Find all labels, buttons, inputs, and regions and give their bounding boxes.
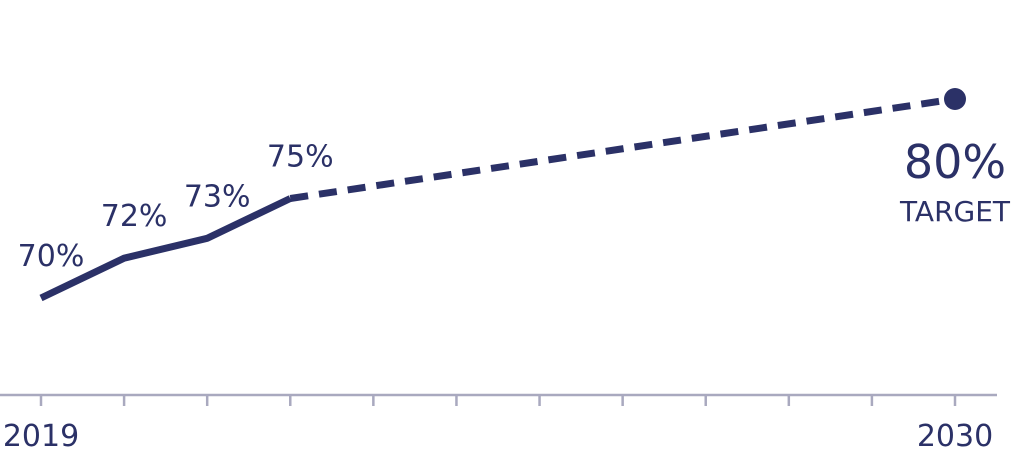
projection-line: [289, 95, 956, 202]
x-tick-label: 2030: [917, 419, 993, 454]
data-label: 73%: [184, 179, 251, 214]
x-tick-label: 2019: [3, 419, 79, 454]
data-label: 72%: [101, 199, 168, 234]
x-axis-ticks: [39, 395, 957, 406]
target-value-label: 80%: [904, 135, 1006, 189]
data-label: 75%: [267, 140, 334, 175]
target-caption-label: TARGET: [899, 195, 1011, 228]
data-label: 70%: [18, 239, 85, 274]
historical-line: [39, 195, 292, 302]
data-labels: 70% 72% 73% 75%: [18, 140, 334, 275]
x-axis-tick-labels: 2019 2030: [3, 419, 993, 454]
target-point: [944, 88, 966, 110]
